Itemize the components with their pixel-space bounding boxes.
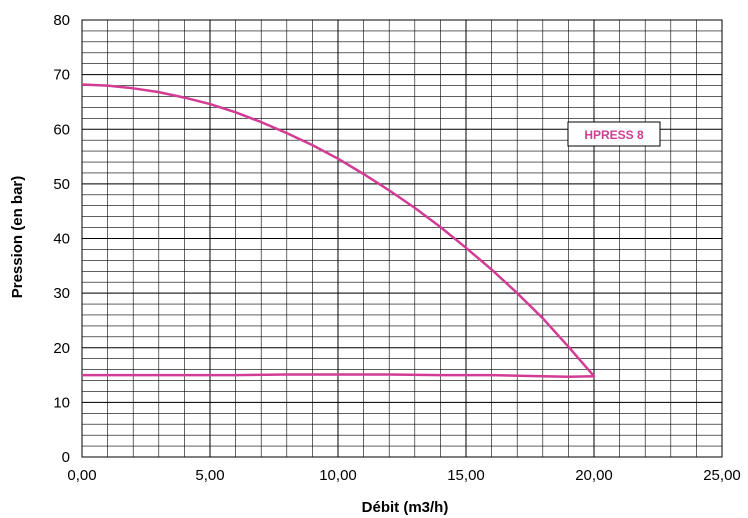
- y-tick-label: 70: [53, 67, 70, 84]
- y-tick-label: 50: [53, 176, 70, 193]
- x-tick-label: 5,00: [195, 467, 224, 484]
- y-tick-label: 60: [53, 121, 70, 138]
- legend-label: HPRESS 8: [584, 128, 644, 142]
- y-tick-label: 10: [53, 394, 70, 411]
- x-tick-label: 15,00: [447, 467, 485, 484]
- x-tick-label: 20,00: [575, 467, 613, 484]
- series-layer: [81, 83, 596, 378]
- x-axis-tick-labels: 0,00 5,00 10,00 15,00 20,00 25,00: [67, 467, 740, 484]
- y-axis-tick-labels: 0 10 20 30 40 50 60 70 80: [53, 12, 70, 466]
- x-tick-label: 0,00: [67, 467, 96, 484]
- y-tick-label: 30: [53, 285, 70, 302]
- series-line: [81, 83, 596, 378]
- legend: HPRESS 8: [567, 121, 661, 147]
- x-tick-label: 25,00: [703, 467, 741, 484]
- plot-area-border: [81, 19, 723, 458]
- y-tick-label: 80: [53, 12, 70, 29]
- y-axis-title: Pression (en bar): [9, 176, 26, 299]
- x-axis-title: Débit (m3/h): [362, 499, 449, 516]
- legend-box: [567, 121, 661, 147]
- y-tick-label: 40: [53, 231, 70, 248]
- y-tick-label: 0: [62, 449, 70, 466]
- x-tick-label: 10,00: [319, 467, 357, 484]
- y-tick-label: 20: [53, 340, 70, 357]
